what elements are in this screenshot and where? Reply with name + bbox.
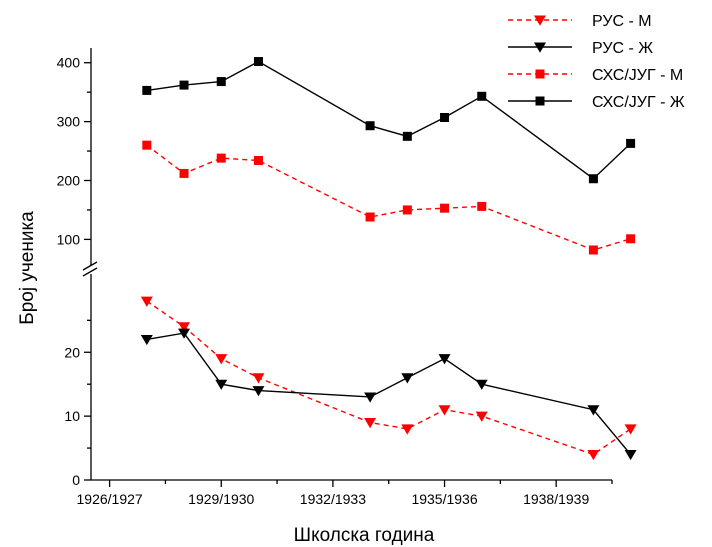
x-tick-label: 1926/1927 (77, 491, 143, 507)
data-point (402, 131, 412, 141)
y-tick-label: 300 (57, 114, 81, 130)
data-point (401, 424, 414, 435)
x-tick-label: 1938/1939 (523, 491, 589, 507)
data-point (216, 153, 226, 163)
legend-marker (535, 69, 545, 79)
data-point (142, 140, 152, 150)
axis-break-mark (82, 261, 98, 271)
x-tick-label: 1929/1930 (188, 491, 254, 507)
data-point (475, 411, 488, 422)
legend-marker (534, 15, 546, 26)
data-point (253, 57, 263, 67)
legend-label: СХС/ЈУГ - Ж (592, 94, 685, 111)
series-line (146, 300, 632, 456)
legend-entry: СХС/ЈУГ - М (508, 67, 683, 84)
series-3 (142, 57, 636, 184)
series-line (146, 144, 631, 251)
data-point (588, 174, 598, 184)
data-point (587, 405, 600, 416)
y-axis-title: Број ученика (17, 211, 38, 325)
series-line (146, 332, 632, 455)
data-point (365, 121, 375, 131)
data-point (178, 322, 191, 333)
data-point (216, 77, 226, 87)
axis-break-mark (82, 267, 98, 277)
data-point (179, 168, 189, 178)
data-point (438, 405, 451, 416)
legend-entry: РУС - М (508, 13, 652, 30)
legend-marker (534, 42, 546, 53)
x-tick-label: 1935/1936 (411, 491, 477, 507)
data-point (178, 328, 191, 339)
data-point (624, 449, 637, 461)
data-point (252, 386, 265, 397)
data-point (215, 354, 228, 365)
data-point (253, 155, 263, 165)
data-point (626, 234, 636, 244)
x-axis-title: Школска година (294, 525, 435, 546)
data-point (588, 245, 598, 255)
data-point (440, 112, 450, 122)
legend-marker (535, 96, 545, 106)
legend-label: СХС/ЈУГ - М (592, 67, 683, 84)
data-point (626, 138, 636, 148)
legend-entry: СХС/ЈУГ - Ж (508, 94, 685, 111)
y-tick-label: 10 (64, 408, 80, 424)
data-point (140, 334, 153, 346)
data-point (140, 296, 153, 307)
series-layer (140, 57, 637, 461)
series-0 (140, 296, 637, 461)
legend-label: РУС - Ж (592, 40, 653, 57)
y-tick-label: 0 (72, 472, 80, 488)
data-point (624, 424, 637, 435)
data-point (252, 373, 265, 384)
data-point (402, 205, 412, 215)
data-point (477, 201, 487, 211)
data-point (440, 203, 450, 213)
data-point (401, 373, 414, 384)
y-tick-label: 100 (57, 231, 81, 247)
series-line (146, 60, 632, 180)
data-point (142, 85, 152, 95)
legend-entry: РУС - Ж (508, 40, 653, 57)
data-point (365, 212, 375, 222)
data-point (587, 449, 600, 461)
data-point (364, 392, 377, 403)
series-1 (140, 328, 637, 461)
data-point (179, 80, 189, 90)
axes: 1926/1927 1929/1930 1932/1933 1935/1936 1938… (57, 48, 613, 507)
data-point (215, 379, 228, 390)
y-tick-label: 200 (57, 173, 81, 189)
y-tick-label: 20 (64, 344, 80, 360)
y-tick-label: 400 (57, 55, 81, 71)
data-point (475, 379, 488, 390)
legend: РУС - М РУС - Ж СХС/ЈУГ - М СХС/ЈУГ - Ж (508, 13, 685, 111)
data-point (364, 418, 377, 429)
series-2 (142, 140, 636, 255)
legend-label: РУС - М (592, 13, 652, 30)
x-tick-label: 1932/1933 (300, 491, 366, 507)
data-point (438, 354, 451, 365)
data-point (477, 91, 487, 101)
